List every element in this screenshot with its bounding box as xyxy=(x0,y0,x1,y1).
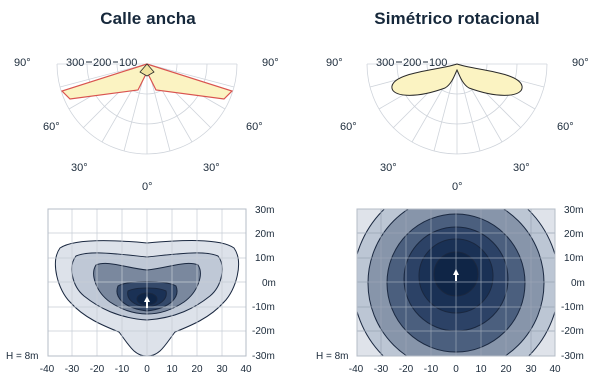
x-tick-left: 30 xyxy=(216,364,228,373)
diagram-title-left: Calle ancha xyxy=(100,9,196,28)
x-tick-right: 20 xyxy=(500,364,512,373)
polar-label-60r-left: 60° xyxy=(246,121,263,133)
polar-radial-100-right: 100 xyxy=(429,57,447,69)
x-tick-left: 20 xyxy=(191,364,203,373)
x-tick-right: -10 xyxy=(424,364,439,373)
isolux-grid-left xyxy=(48,209,246,356)
x-ticks-left: -40 -30 -20 -10 0 10 20 30 40 xyxy=(40,364,252,373)
polar-radial-300-right: 300 xyxy=(376,57,394,69)
x-tick-left: 10 xyxy=(166,364,178,373)
polar-label-90r-right: 90° xyxy=(572,57,589,69)
x-tick-left: -20 xyxy=(90,364,105,373)
y-ticks-right: 30m 20m 10m 0m -10m -20m -30m xyxy=(561,205,585,362)
polar-radial-300-left: 300 xyxy=(66,57,84,69)
isolux-diagram-left: H = 8m -40 -30 -20 -10 0 10 20 30 40 30m… xyxy=(6,205,276,373)
y-tick-left: 0m xyxy=(262,278,276,289)
luminous-curve-left-inner xyxy=(139,63,155,77)
polar-radial-200-left: 200 xyxy=(93,57,111,69)
polar-grid-right xyxy=(366,63,548,155)
polar-label-60-left: 60° xyxy=(43,121,60,133)
polar-label-30-right: 30° xyxy=(380,162,397,174)
luminaire-arrow-left xyxy=(144,296,150,308)
polar-label-90r-left: 90° xyxy=(262,57,279,69)
polar-label-30r-left: 30° xyxy=(203,162,220,174)
polar-diagram-right: 90° 60° 30° 0° 30° 60° 90° 300 200 100 xyxy=(326,57,589,193)
y-tick-right: 0m xyxy=(571,278,585,289)
x-tick-left: 40 xyxy=(240,364,252,373)
luminaire-arrow-right xyxy=(453,269,459,281)
polar-label-90-right: 90° xyxy=(326,57,343,69)
y-tick-right: -10m xyxy=(561,302,584,313)
polar-radial-100-left: 100 xyxy=(119,57,137,69)
y-tick-left: -10m xyxy=(252,302,275,313)
x-tick-right: 40 xyxy=(549,364,561,373)
x-tick-right: 0 xyxy=(453,364,459,373)
x-tick-right: 10 xyxy=(475,364,487,373)
y-tick-left: -20m xyxy=(252,326,275,337)
polar-label-60-right: 60° xyxy=(340,121,357,133)
polar-radial-200-right: 200 xyxy=(403,57,421,69)
height-label-left: H = 8m xyxy=(6,351,39,362)
y-tick-left: 10m xyxy=(255,253,274,264)
x-ticks-right: -40 -30 -20 -10 0 10 20 30 40 xyxy=(349,364,561,373)
isolux-grid-right xyxy=(357,209,555,356)
y-tick-left: 20m xyxy=(255,229,274,240)
x-tick-right: -40 xyxy=(349,364,364,373)
polar-grid-left xyxy=(56,63,238,155)
x-tick-left: 0 xyxy=(144,364,150,373)
y-tick-left: -30m xyxy=(252,351,275,362)
polar-label-0-right: 0° xyxy=(452,181,463,193)
x-tick-left: -10 xyxy=(115,364,130,373)
y-tick-right: 20m xyxy=(564,229,583,240)
polar-label-0-left: 0° xyxy=(142,181,153,193)
y-tick-right: 10m xyxy=(564,253,583,264)
polar-label-60r-right: 60° xyxy=(557,121,574,133)
y-tick-right: -20m xyxy=(561,326,584,337)
isolux-diagram-right: H = 8m -40 -30 -20 -10 0 10 20 30 40 30m… xyxy=(316,205,585,373)
polar-label-90-left: 90° xyxy=(14,57,31,69)
height-label-right: H = 8m xyxy=(316,351,349,362)
polar-diagram-left: 90° 60° 30° 0° 30° 60° 90° 300 200 100 xyxy=(14,57,279,193)
polar-label-30r-right: 30° xyxy=(513,162,530,174)
y-ticks-left: 30m 20m 10m 0m -10m -20m -30m xyxy=(252,205,276,362)
diagram-title-right: Simétrico rotacional xyxy=(374,9,540,28)
y-tick-right: -30m xyxy=(561,351,584,362)
x-tick-left: -40 xyxy=(40,364,55,373)
y-tick-right: 30m xyxy=(564,205,583,216)
x-tick-right: -30 xyxy=(374,364,389,373)
luminous-curve-right xyxy=(391,63,523,96)
x-tick-right: 30 xyxy=(525,364,537,373)
x-tick-left: -30 xyxy=(65,364,80,373)
y-tick-left: 30m xyxy=(255,205,274,216)
polar-label-30-left: 30° xyxy=(71,162,88,174)
x-tick-right: -20 xyxy=(399,364,414,373)
